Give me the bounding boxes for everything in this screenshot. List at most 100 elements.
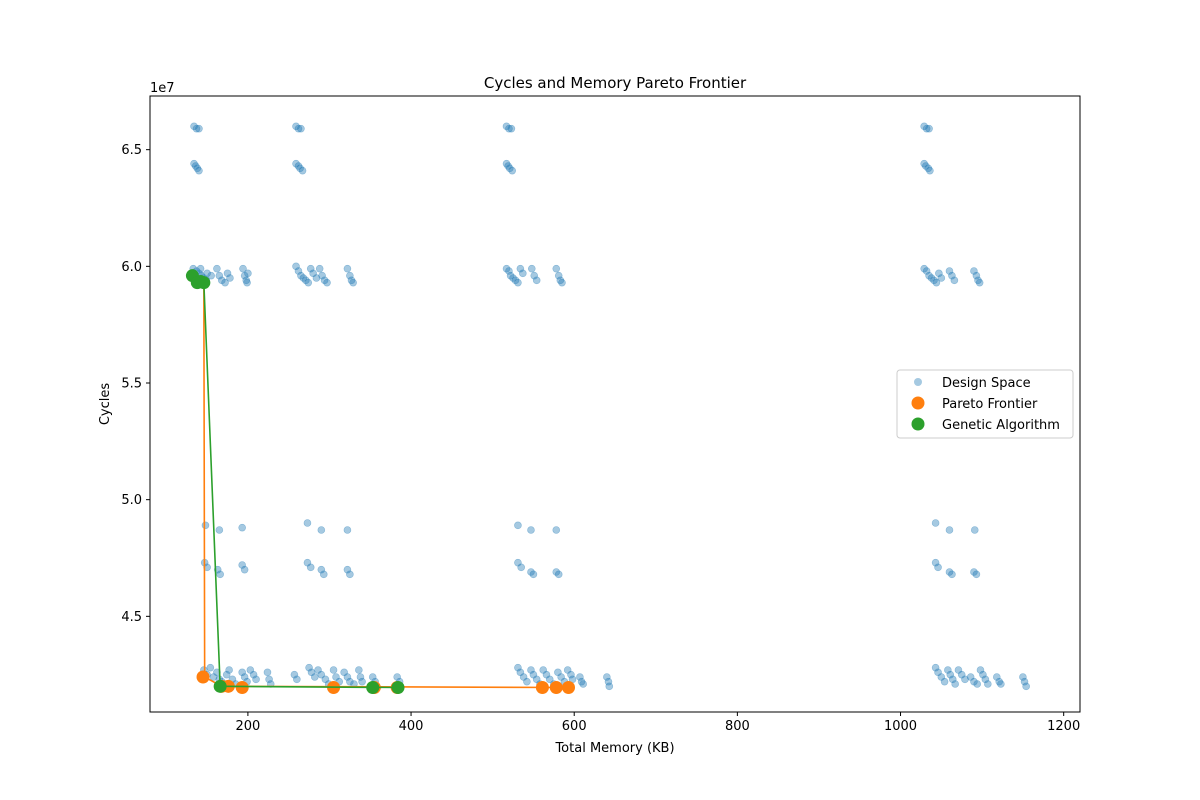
design-space-point: [554, 668, 562, 677]
design-space-point: [604, 677, 613, 686]
design-space-point: [309, 269, 317, 278]
design-space-point: [196, 264, 205, 273]
design-space-point: [238, 561, 246, 569]
design-space-point: [190, 122, 198, 131]
design-space-point: [970, 267, 978, 275]
design-space-point: [201, 521, 210, 530]
design-space-point: [346, 570, 354, 579]
design-space-point: [539, 666, 548, 674]
design-space-point: [509, 274, 517, 282]
design-space-point: [242, 276, 251, 285]
design-space-point: [290, 670, 299, 679]
design-space-point: [552, 264, 561, 273]
design-space-point: [514, 521, 522, 530]
design-space-point: [343, 526, 352, 534]
design-space-point: [557, 673, 565, 681]
design-space-point: [215, 526, 224, 534]
design-space-point: [567, 670, 575, 679]
design-space-point: [925, 271, 933, 280]
pareto-frontier-point: [562, 681, 575, 694]
design-space-point: [945, 568, 954, 576]
design-space-point: [948, 271, 956, 280]
design-space-point: [944, 666, 952, 674]
design-space-point: [527, 264, 536, 273]
design-space-point: [294, 267, 303, 275]
design-space-points: [189, 122, 1030, 691]
design-space-point: [514, 663, 522, 672]
design-space-point: [292, 159, 300, 168]
design-space-point: [252, 675, 260, 684]
design-space-point: [329, 666, 338, 674]
design-space-point: [514, 558, 522, 567]
design-space-point: [222, 670, 231, 679]
legend-label-pareto-frontier: Pareto Frontier: [942, 397, 1038, 412]
x-tick-label: 200: [235, 719, 260, 734]
design-space-point: [519, 673, 528, 681]
genetic-algorithm-point: [197, 276, 211, 290]
legend-box: [896, 369, 1074, 439]
design-space-point: [926, 166, 934, 175]
design-space-point: [505, 267, 513, 275]
design-space-point: [940, 677, 949, 686]
design-space-point: [576, 673, 584, 681]
design-space-point: [318, 271, 326, 280]
design-space-point: [292, 262, 300, 271]
x-tick-label: 1000: [884, 719, 917, 734]
design-space-point: [937, 274, 946, 282]
design-space-point: [193, 164, 202, 173]
design-space-point: [216, 570, 224, 579]
design-space-point: [263, 668, 272, 677]
y-scale-label: 1e7: [150, 81, 175, 96]
design-space-point: [192, 124, 201, 133]
design-space-point: [517, 563, 525, 572]
design-space-point: [920, 264, 928, 273]
design-space-point: [190, 159, 198, 168]
pareto-frontier-point: [535, 681, 549, 694]
pareto-frontier-point: [235, 681, 249, 694]
design-space-point: [393, 673, 401, 681]
design-space-point: [303, 558, 312, 567]
design-space-point: [217, 276, 226, 285]
design-space-point: [951, 680, 959, 688]
design-space-point: [265, 675, 273, 684]
design-space-point: [932, 278, 941, 287]
design-space-point: [225, 666, 233, 674]
design-space-point: [203, 269, 211, 278]
design-space-point: [319, 570, 328, 579]
design-space-point: [1022, 682, 1030, 691]
design-space-point: [239, 264, 247, 273]
design-space-point: [511, 276, 520, 285]
legend-label-design-space: Design Space: [942, 376, 1031, 391]
design-space-point: [506, 271, 515, 280]
design-space-point: [973, 680, 982, 688]
design-space-point: [527, 526, 535, 534]
design-space-point: [527, 666, 535, 674]
design-space-point: [340, 668, 348, 677]
design-space-point: [554, 570, 563, 579]
design-space-point: [927, 274, 936, 282]
design-space-point: [238, 668, 246, 677]
design-space-point: [972, 271, 981, 280]
design-space-point: [368, 673, 377, 681]
x-tick-label: 600: [562, 719, 587, 734]
design-space-point: [306, 563, 315, 572]
design-space-point: [966, 673, 975, 681]
design-space-point: [974, 276, 982, 285]
plot-frame: [149, 95, 1081, 713]
design-space-point: [206, 663, 215, 672]
design-space-point: [312, 274, 321, 282]
design-space-point: [303, 519, 312, 527]
design-space-point: [298, 166, 307, 175]
design-space-point: [930, 276, 938, 285]
design-space-point: [948, 570, 956, 579]
design-space-point: [519, 269, 527, 278]
design-space-point: [961, 675, 969, 684]
y-tick-label: 6.5: [121, 143, 142, 158]
design-space-point: [934, 563, 942, 572]
design-space-point: [1020, 677, 1029, 686]
y-tick-label: 6.0: [121, 260, 142, 275]
design-space-point: [556, 276, 565, 285]
design-space-point: [972, 570, 981, 579]
design-space-point: [310, 673, 319, 681]
design-space-point: [950, 276, 959, 285]
